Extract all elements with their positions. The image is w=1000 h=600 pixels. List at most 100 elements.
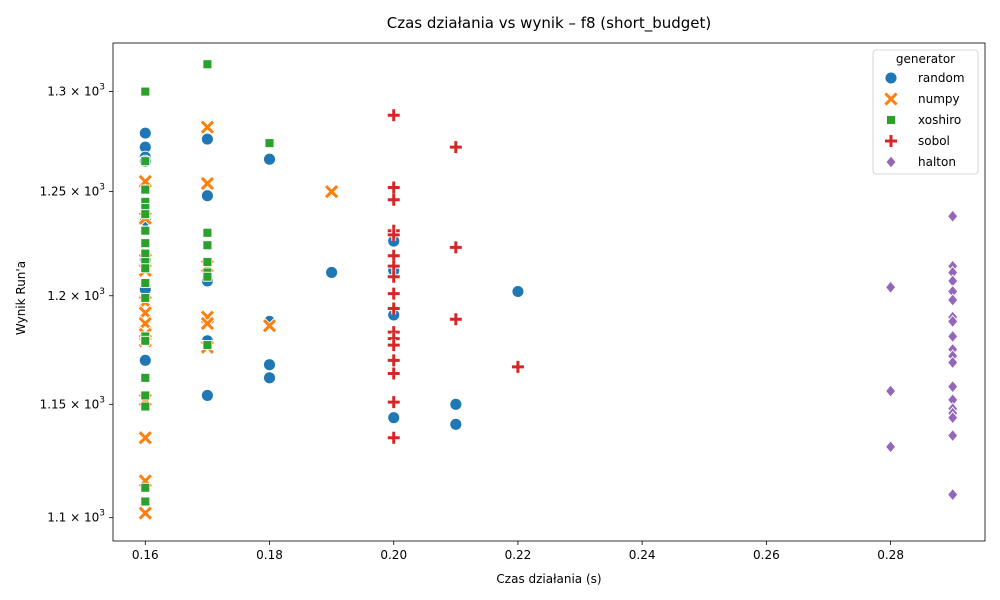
x-tick-label: 0.20 <box>380 548 407 562</box>
data-point <box>199 315 216 332</box>
y-tick-label: 1.1 × 103 <box>47 509 105 525</box>
legend-label: random <box>918 71 965 85</box>
x-tick-label: 0.16 <box>132 548 159 562</box>
data-point <box>137 315 154 332</box>
data-point <box>138 353 152 367</box>
data-point <box>263 371 276 385</box>
series-sobol <box>387 109 524 444</box>
y-axis-label: Wynik Run'a <box>14 261 28 335</box>
data-point <box>200 389 214 402</box>
data-point <box>885 280 897 294</box>
data-point <box>140 482 151 493</box>
data-point <box>140 263 151 274</box>
data-point <box>387 109 400 122</box>
data-point <box>387 270 400 283</box>
data-point <box>947 428 959 443</box>
data-point <box>199 175 216 192</box>
data-point <box>947 314 959 329</box>
data-point <box>202 240 213 251</box>
data-point <box>387 354 400 367</box>
data-point <box>387 228 400 241</box>
data-point <box>261 317 278 334</box>
data-point <box>947 209 959 223</box>
legend-marker <box>884 71 898 85</box>
data-point <box>199 119 216 136</box>
data-point <box>200 132 214 146</box>
data-point <box>387 181 400 194</box>
data-point <box>202 227 213 238</box>
legend: generator random numpy xoshiro sobol halton <box>872 49 979 175</box>
data-point <box>202 340 213 351</box>
data-point <box>137 505 154 521</box>
data-point <box>264 138 275 149</box>
data-point <box>387 339 400 352</box>
x-tick-label: 0.24 <box>629 548 656 562</box>
data-point <box>387 396 400 409</box>
data-point <box>449 241 462 254</box>
data-point <box>511 285 525 298</box>
data-point <box>325 266 339 279</box>
data-point <box>140 401 151 412</box>
data-point <box>387 411 401 425</box>
data-points <box>137 59 959 521</box>
data-point <box>140 335 151 346</box>
data-point <box>202 271 213 282</box>
x-tick-label: 0.22 <box>505 548 532 562</box>
axis-ticks: 0.16 0.18 0.20 0.22 0.24 0.26 0.28 1.1 × 103 1.1… <box>40 83 904 562</box>
data-point <box>323 183 340 200</box>
data-point <box>138 126 152 140</box>
data-point <box>140 390 151 401</box>
data-point <box>885 440 897 454</box>
data-point <box>137 173 154 190</box>
data-point <box>449 141 462 154</box>
series-halton <box>885 209 959 502</box>
data-point <box>140 496 151 507</box>
data-point <box>449 397 463 411</box>
data-point <box>140 372 151 383</box>
data-point <box>387 302 400 315</box>
series-numpy <box>137 119 340 521</box>
data-point <box>947 293 959 307</box>
data-point <box>140 278 151 288</box>
legend-entry-numpy: numpy <box>883 91 960 107</box>
data-point <box>263 152 276 166</box>
legend-entry-halton: halton <box>885 155 956 169</box>
data-point <box>387 431 400 444</box>
data-point <box>140 238 151 249</box>
data-point <box>202 59 213 70</box>
legend-entry-xoshiro: xoshiro <box>886 113 961 127</box>
x-tick-label: 0.26 <box>753 548 780 562</box>
data-point <box>140 86 151 97</box>
data-point <box>137 429 154 446</box>
data-point <box>387 260 400 273</box>
data-point <box>387 249 400 262</box>
legend-label: numpy <box>918 92 960 106</box>
data-point <box>947 355 959 370</box>
series-random <box>138 126 525 431</box>
data-point <box>140 209 151 220</box>
legend-marker <box>886 115 896 125</box>
legend-marker <box>885 155 897 169</box>
legend-box <box>872 49 979 175</box>
data-point <box>140 184 151 195</box>
data-point <box>202 257 213 267</box>
y-tick-label: 1.25 × 103 <box>40 183 105 199</box>
data-point <box>449 313 462 326</box>
data-point <box>947 379 959 394</box>
data-point <box>947 410 959 425</box>
legend-label: xoshiro <box>918 113 961 127</box>
x-axis-label: Czas działania (s) <box>496 572 601 586</box>
legend-title: generator <box>896 52 955 66</box>
data-point <box>387 193 400 206</box>
y-tick-label: 1.3 × 103 <box>47 83 105 99</box>
data-point <box>947 487 959 502</box>
legend-marker <box>883 91 899 107</box>
data-point <box>200 189 214 203</box>
data-point <box>140 225 151 236</box>
legend-label: sobol <box>918 134 950 148</box>
data-point <box>449 417 463 431</box>
x-tick-label: 0.18 <box>256 548 283 562</box>
data-point <box>511 360 524 373</box>
data-point <box>387 367 400 380</box>
legend-label: halton <box>918 155 956 169</box>
